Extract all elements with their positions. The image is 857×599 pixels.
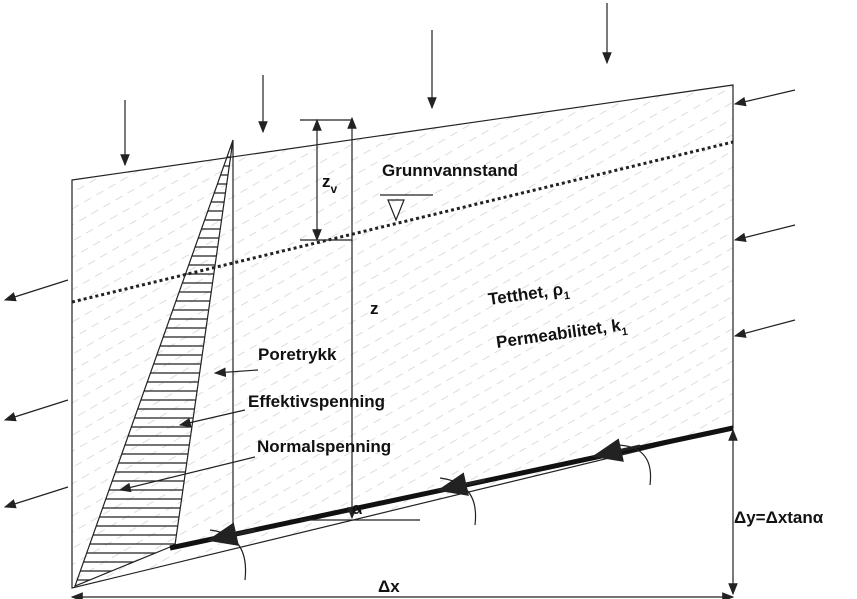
slip-arrows	[207, 438, 652, 581]
label-pore-pressure: Poretrykk	[258, 345, 337, 364]
label-dx: Δx	[378, 577, 400, 596]
label-zv: zv	[322, 172, 338, 196]
label-normal-stress: Normalspenning	[257, 437, 391, 456]
label-alpha: α	[352, 499, 363, 518]
label-dy: Δy=Δxtanα	[734, 508, 824, 527]
load-arrows	[3, 3, 796, 509]
water-table	[71, 140, 734, 304]
dimension-lines	[70, 116, 738, 599]
label-water-table: Grunnvannstand	[382, 161, 518, 180]
label-z: z	[370, 299, 379, 318]
label-effective-stress: Effektivspenning	[248, 392, 385, 411]
